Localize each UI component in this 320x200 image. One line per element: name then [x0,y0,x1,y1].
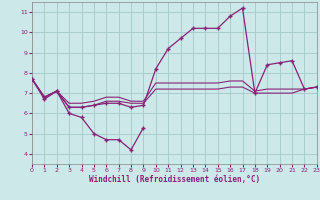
X-axis label: Windchill (Refroidissement éolien,°C): Windchill (Refroidissement éolien,°C) [89,175,260,184]
